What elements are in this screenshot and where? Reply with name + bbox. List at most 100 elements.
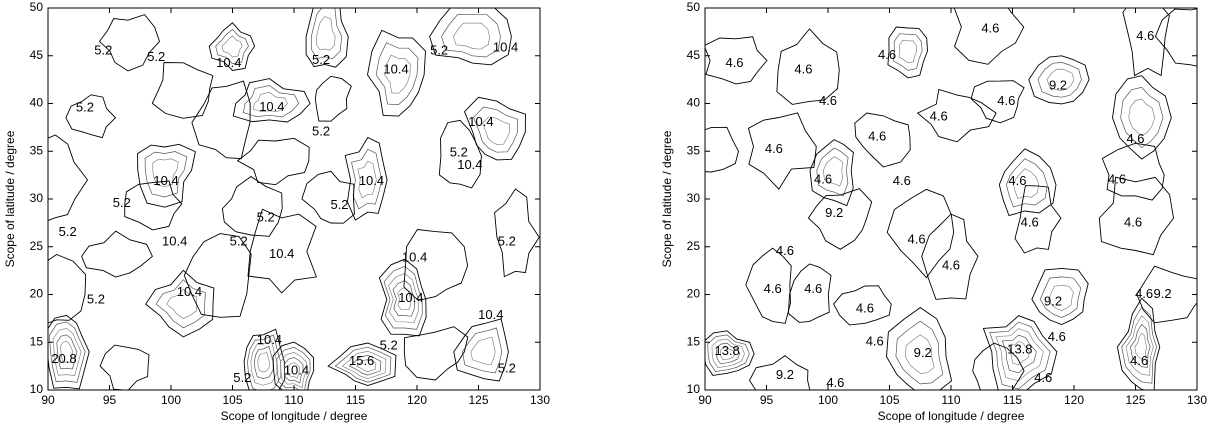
y-tick-label: 50 — [30, 0, 44, 14]
contour-line — [146, 270, 214, 337]
contour-label: 4.6 — [765, 141, 783, 156]
contour-label: 4.6 — [942, 257, 960, 272]
contour-line — [316, 16, 335, 50]
y-tick-label: 20 — [687, 287, 701, 301]
contour-label: 4.6 — [868, 128, 886, 143]
contour-line — [258, 352, 270, 372]
contour-label: 10.4 — [177, 284, 202, 299]
contour-label: 5.2 — [257, 210, 275, 225]
contour-label: 5.2 — [230, 233, 248, 248]
contour-label: 4.6 — [1135, 286, 1153, 301]
contour-label: 4.6 — [1126, 131, 1144, 146]
contour-line — [222, 177, 282, 237]
contour-line — [893, 34, 922, 71]
contour-line — [1113, 76, 1172, 159]
x-tick-label: 115 — [346, 393, 365, 407]
contour-label: 10.4 — [478, 307, 503, 322]
contour-line — [152, 63, 213, 119]
y-tick-label: 15 — [687, 334, 701, 348]
contour-label: 4.6 — [893, 173, 911, 188]
contour-line — [404, 327, 468, 380]
contour-line — [238, 138, 310, 184]
contour-label: 5.2 — [113, 195, 131, 210]
contour-label: 5.2 — [147, 49, 165, 64]
x-tick-label: 125 — [1125, 393, 1145, 407]
contour-label: 10.4 — [468, 114, 493, 129]
contour-label: 5.2 — [498, 360, 516, 375]
contour-label: 13.8 — [714, 343, 739, 358]
contour-label: 9.2 — [1049, 78, 1067, 93]
contour-label: 9.2 — [776, 367, 794, 382]
contour-label: 9.2 — [1044, 294, 1062, 309]
contour-label: 4.6 — [908, 232, 926, 247]
y-axis-label: Scope of latitude / degree — [660, 130, 674, 267]
contour-label: 4.6 — [794, 62, 812, 77]
contour-label: 5.2 — [94, 42, 112, 57]
contour-line — [1122, 307, 1157, 383]
contour-label: 10.4 — [269, 246, 294, 261]
contour-label: 10.4 — [359, 173, 384, 188]
contour-label: 5.2 — [312, 124, 330, 139]
x-tick-label: 130 — [1187, 393, 1207, 407]
x-tick-label: 105 — [879, 393, 899, 407]
contour-line — [311, 4, 341, 59]
contour-line — [100, 345, 149, 390]
y-tick-label: 35 — [687, 143, 701, 157]
x-tick-label: 120 — [1064, 393, 1084, 407]
contour-label: 4.6 — [804, 281, 822, 296]
contour-label: 4.6 — [819, 93, 837, 108]
contour-line — [192, 81, 250, 159]
contour-label: 4.6 — [1048, 329, 1066, 344]
contour-label: 10.4 — [153, 173, 178, 188]
x-tick-label: 110 — [284, 393, 303, 407]
x-tick-label: 105 — [222, 393, 242, 407]
y-tick-label: 35 — [30, 143, 44, 157]
chart-panel-1: 5.2 5.2 10.4 5.2 10.4 5.2 10.4 5.2 10.4 5.2 10.4 5.… — [3, 0, 550, 423]
x-tick-label: 110 — [941, 393, 960, 407]
contour-label: 9.2 — [914, 345, 932, 360]
contour-label: 4.6 — [878, 47, 896, 62]
contour-label: 10.4 — [493, 40, 518, 55]
contour-label: 5.2 — [76, 100, 94, 115]
contour-label: 10.4 — [383, 62, 408, 77]
contour-label: 4.6 — [1034, 370, 1052, 385]
y-tick-label: 40 — [30, 96, 44, 110]
x-tick-label: 95 — [103, 393, 117, 407]
y-axis-label: Scope of latitude / degree — [3, 130, 17, 267]
contour-label: 15.6 — [349, 353, 374, 368]
y-tick-label: 30 — [30, 191, 44, 205]
contour-line — [442, 15, 501, 57]
contour-label: 4.6 — [776, 243, 794, 258]
y-tick-label: 15 — [30, 334, 44, 348]
contour-label: 4.6 — [856, 300, 874, 315]
contour-line — [315, 76, 351, 121]
x-axis-label: Scope of longitude / degree — [878, 409, 1025, 423]
y-tick-label: 10 — [687, 382, 701, 396]
contour-label: 10.4 — [402, 250, 427, 265]
contour-line — [462, 328, 502, 373]
y-tick-label: 25 — [30, 239, 44, 253]
contour-label: 4.6 — [1108, 171, 1126, 186]
x-axis-label: Scope of longitude / degree — [221, 409, 368, 423]
y-tick-label: 45 — [687, 48, 701, 62]
contour-label: 4.6 — [826, 375, 844, 390]
contour-label: 13.8 — [1007, 341, 1032, 356]
contour-label: 10.4 — [162, 233, 187, 248]
contour-label: 5.2 — [59, 224, 77, 239]
contour-label: 5.2 — [498, 233, 516, 248]
contour-label: 4.6 — [930, 108, 948, 123]
contour-lines — [683, 0, 1208, 405]
contour-line — [899, 40, 917, 63]
contour-label: 4.6 — [1124, 214, 1142, 229]
contour-label: 4.6 — [981, 20, 999, 35]
contour-label: 4.6 — [1130, 353, 1148, 368]
contour-label: 9.2 — [1154, 286, 1172, 301]
contour-line — [82, 231, 153, 277]
x-tick-label: 120 — [407, 393, 427, 407]
contour-label: 4.6 — [866, 334, 884, 349]
contour-label: 5.2 — [312, 52, 330, 67]
y-tick-label: 50 — [687, 0, 701, 14]
x-tick-label: 100 — [161, 393, 181, 407]
y-tick-label: 40 — [687, 96, 701, 110]
